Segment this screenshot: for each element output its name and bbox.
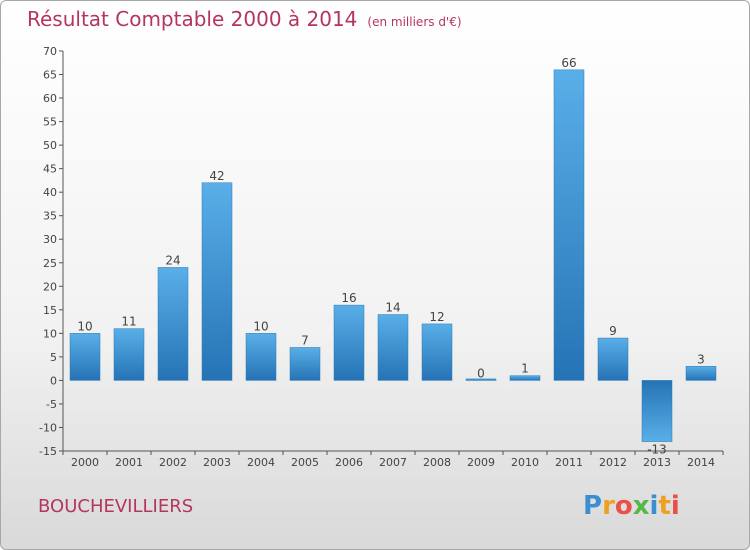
bar xyxy=(553,69,585,381)
proxiti-logo: Proxiti xyxy=(583,491,680,521)
y-tick-label: 20 xyxy=(43,280,57,293)
logo-letter: P xyxy=(583,491,603,521)
bar xyxy=(421,323,453,381)
chart-title: Résultat Comptable 2000 à 2014 (en millie… xyxy=(27,7,462,31)
bar-value-label: 10 xyxy=(77,319,92,333)
logo-letter: r xyxy=(602,491,615,521)
x-tick-label: 2013 xyxy=(643,456,671,469)
x-tick-label: 2007 xyxy=(379,456,407,469)
y-tick-label: 30 xyxy=(43,233,57,246)
y-tick-label: 10 xyxy=(43,327,57,340)
bar-value-label: 12 xyxy=(429,310,444,324)
y-tick-label: 70 xyxy=(43,45,57,58)
bar xyxy=(201,182,233,381)
title-text: Résultat Comptable 2000 à 2014 xyxy=(27,7,358,31)
x-tick-label: 2010 xyxy=(511,456,539,469)
bar-value-label: 7 xyxy=(301,333,309,347)
y-tick-label: 0 xyxy=(50,374,57,387)
bar-value-label: 42 xyxy=(209,169,224,183)
bar xyxy=(157,267,189,381)
y-tick-label: 25 xyxy=(43,257,57,270)
y-tick-label: 60 xyxy=(43,92,57,105)
y-tick-label: 40 xyxy=(43,186,57,199)
x-tick-label: 2008 xyxy=(423,456,451,469)
bar-value-label: 10 xyxy=(253,319,268,333)
y-tick-label: 35 xyxy=(43,210,57,223)
bar xyxy=(509,375,541,381)
logo-letter: t xyxy=(658,491,671,521)
y-tick-label: 65 xyxy=(43,69,57,82)
y-tick-label: 5 xyxy=(50,351,57,364)
x-tick-label: 2004 xyxy=(247,456,275,469)
x-tick-label: 2006 xyxy=(335,456,363,469)
x-tick-label: 2003 xyxy=(203,456,231,469)
x-tick-label: 2005 xyxy=(291,456,319,469)
bar xyxy=(69,333,101,381)
bar xyxy=(685,366,717,381)
bar-value-label: 14 xyxy=(385,301,400,315)
y-tick-label: -15 xyxy=(39,445,57,458)
bar xyxy=(289,347,321,381)
y-tick-label: -10 xyxy=(39,421,57,434)
bar-value-label: 16 xyxy=(341,291,356,305)
bar-value-label: 66 xyxy=(561,56,576,70)
x-tick-label: 2001 xyxy=(115,456,143,469)
logo-letter: x xyxy=(632,491,650,521)
y-tick-label: 45 xyxy=(43,163,57,176)
bar-value-label: 9 xyxy=(609,324,617,338)
bar-value-label: 11 xyxy=(121,315,136,329)
logo-letter: i xyxy=(649,491,659,521)
x-tick-label: 2002 xyxy=(159,456,187,469)
bar xyxy=(333,304,365,381)
bar-value-label: 0 xyxy=(477,366,485,380)
bar-value-label: 1 xyxy=(521,362,529,376)
bar xyxy=(465,378,497,381)
bar-value-label: -13 xyxy=(647,443,667,457)
commune-name: BOUCHEVILLIERS xyxy=(38,496,194,517)
bar-value-label: 24 xyxy=(165,253,180,267)
x-tick-label: 2011 xyxy=(555,456,583,469)
logo-letter: o xyxy=(614,491,633,521)
x-tick-label: 2012 xyxy=(599,456,627,469)
logo-letter: i xyxy=(670,491,680,521)
y-tick-label: -5 xyxy=(46,398,57,411)
bar-value-label: 3 xyxy=(697,352,705,366)
title-unit: (en milliers d'€) xyxy=(367,15,462,29)
bar xyxy=(245,333,277,381)
x-tick-label: 2014 xyxy=(687,456,715,469)
y-tick-label: 50 xyxy=(43,139,57,152)
x-tick-label: 2009 xyxy=(467,456,495,469)
bar xyxy=(377,314,409,381)
bar xyxy=(597,337,629,381)
bar xyxy=(641,380,673,442)
x-tick-label: 2000 xyxy=(71,456,99,469)
y-tick-label: 15 xyxy=(43,304,57,317)
y-tick-label: 55 xyxy=(43,116,57,129)
bar xyxy=(113,328,145,381)
